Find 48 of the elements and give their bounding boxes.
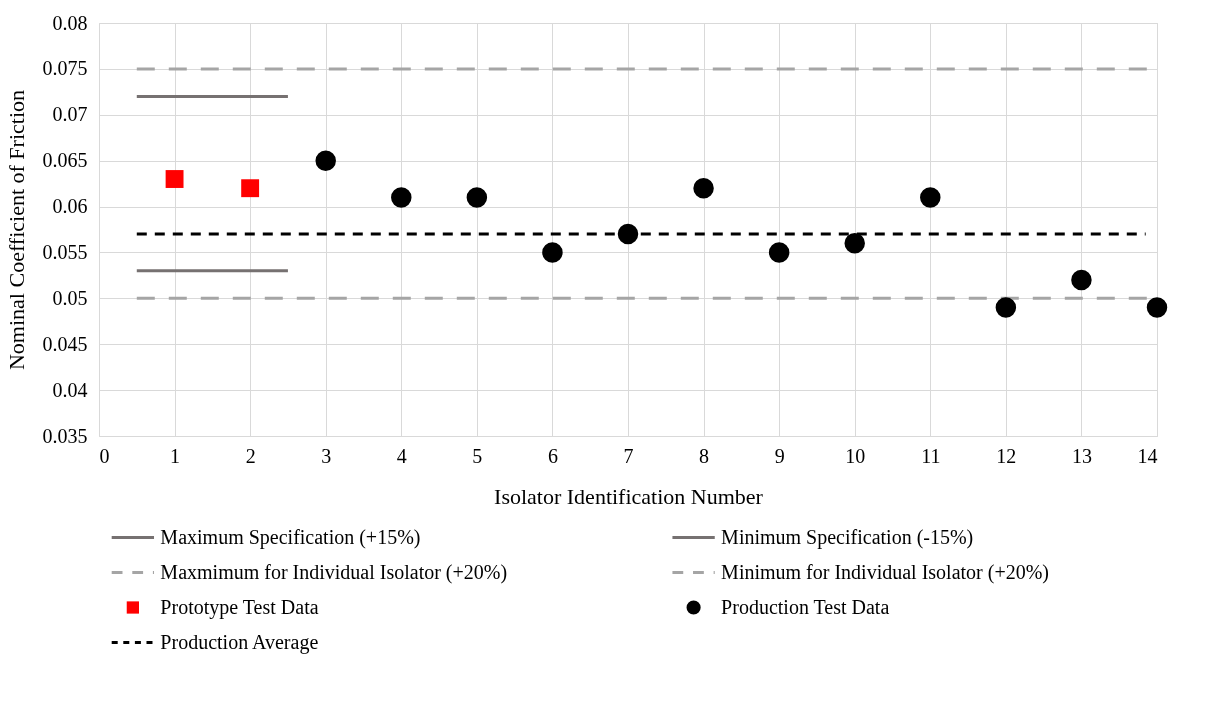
legend-label: Prototype Test Data [160, 595, 319, 619]
x-tick-label: 12 [996, 444, 1017, 467]
point [920, 187, 941, 208]
y-tick-label: 0.065 [42, 149, 88, 172]
legend-label: Minimum for Individual Isolator (+20%) [721, 560, 1049, 584]
point [1146, 297, 1168, 318]
point [542, 242, 563, 263]
x-tick-label: 11 [921, 444, 941, 467]
point [165, 170, 184, 188]
y-tick-label: 0.04 [52, 378, 88, 401]
x-tick-label: 7 [623, 444, 634, 467]
y-tick-label: 0.045 [42, 332, 88, 355]
x-tick-label: 8 [699, 444, 710, 467]
legend-label: Maxmimum for Individual Isolator (+20%) [160, 560, 508, 584]
legend-label: Maximum Specification (+15%) [160, 525, 421, 549]
y-tick-label: 0.06 [52, 195, 88, 218]
legend-label: Minimum Specification (-15%) [721, 525, 974, 549]
y-axis-title: Nominal Coefficient of Friction [3, 89, 29, 371]
point [995, 297, 1017, 318]
x-tick-label: 9 [774, 444, 785, 467]
y-tick-label: 0.08 [52, 11, 88, 34]
legend-label: Production Test Data [721, 595, 890, 618]
point [1071, 269, 1092, 291]
point [844, 233, 865, 254]
y-tick-label: 0.055 [42, 240, 88, 263]
x-tick-label: 2 [245, 444, 256, 467]
x-tick-label: 14 [1137, 444, 1158, 467]
x-tick-label: 3 [321, 444, 332, 467]
x-tick-label: 6 [547, 444, 558, 467]
point [315, 150, 336, 171]
y-tick-label: 0.05 [52, 286, 88, 309]
x-tick-label: 0 [99, 444, 110, 467]
point [693, 177, 714, 199]
y-tick-label: 0.07 [52, 103, 88, 126]
point [617, 223, 639, 245]
point [466, 187, 488, 208]
y-tick-label: 0.075 [42, 57, 88, 80]
legend-label: Production Average [160, 630, 319, 654]
x-tick-label: 4 [396, 444, 407, 467]
point [241, 179, 260, 198]
x-axis-title: Isolator Identification Number [494, 483, 764, 509]
point [768, 242, 790, 263]
x-tick-label: 13 [1071, 444, 1092, 467]
point [391, 187, 412, 208]
y-tick-label: 0.035 [42, 424, 88, 447]
x-tick-label: 5 [472, 444, 483, 467]
x-tick-label: 1 [170, 444, 181, 467]
x-tick-label: 10 [845, 444, 866, 467]
